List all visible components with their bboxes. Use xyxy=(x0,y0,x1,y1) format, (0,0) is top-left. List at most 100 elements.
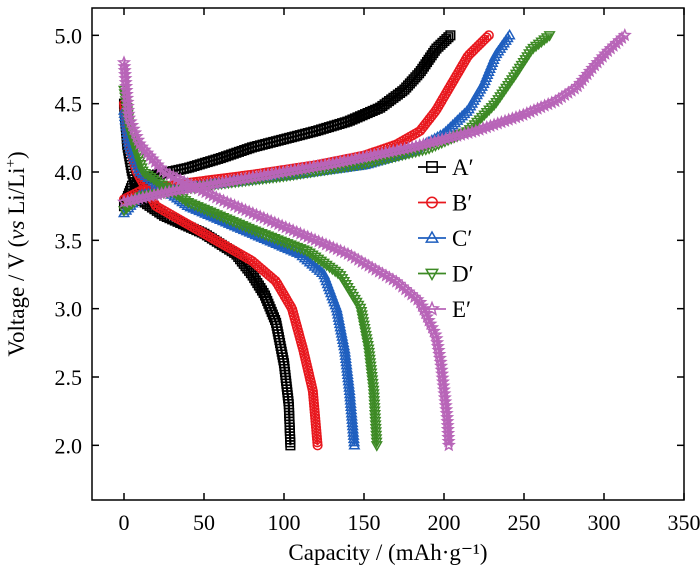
point-marker xyxy=(359,330,372,342)
data-point xyxy=(430,339,445,353)
data-point xyxy=(148,154,163,168)
data-point xyxy=(437,390,452,404)
point-marker xyxy=(228,148,239,159)
point-marker xyxy=(315,266,328,277)
point-marker xyxy=(233,146,245,157)
point-marker xyxy=(436,382,451,396)
data-point xyxy=(215,153,226,164)
data-point xyxy=(437,386,452,400)
data-point xyxy=(298,251,311,263)
data-point xyxy=(228,148,239,159)
point-marker xyxy=(480,107,493,119)
point-marker xyxy=(220,151,232,162)
legend-marker xyxy=(423,300,441,316)
data-point xyxy=(475,112,488,124)
data-point xyxy=(150,157,165,171)
data-point xyxy=(208,210,221,222)
data-point xyxy=(308,260,321,271)
point-marker xyxy=(577,69,592,84)
point-marker xyxy=(153,160,168,174)
data-point xyxy=(362,108,373,119)
data-point xyxy=(150,200,161,211)
data-point xyxy=(213,153,224,164)
data-point xyxy=(220,151,232,162)
data-point xyxy=(342,116,353,127)
legend-marker xyxy=(426,161,438,173)
y-tick-label: 5.0 xyxy=(55,23,83,48)
legend-marker xyxy=(424,230,440,243)
data-point xyxy=(121,106,136,121)
point-marker xyxy=(430,335,445,349)
point-marker xyxy=(473,115,486,127)
data-point xyxy=(357,320,370,332)
point-marker xyxy=(438,398,453,412)
data-point xyxy=(360,334,373,345)
point-marker xyxy=(231,147,242,158)
x-tick-label: 0 xyxy=(119,510,130,535)
data-point xyxy=(231,147,242,158)
data-point xyxy=(223,150,234,161)
data-point xyxy=(370,441,383,452)
data-point xyxy=(433,354,448,369)
y-tick-label: 3.5 xyxy=(55,228,83,253)
legend-item: E′ xyxy=(418,297,471,322)
point-marker xyxy=(236,145,247,157)
point-marker xyxy=(582,63,597,78)
data-point xyxy=(233,146,245,157)
point-marker xyxy=(132,136,147,150)
data-point xyxy=(137,142,152,156)
data-point xyxy=(357,317,370,328)
point-marker xyxy=(218,152,229,163)
data-point xyxy=(473,115,486,127)
data-point xyxy=(361,337,374,349)
y-tick-label: 4.5 xyxy=(55,92,83,117)
point-marker xyxy=(137,142,152,156)
data-point xyxy=(301,253,314,265)
data-point xyxy=(153,160,168,174)
data-point xyxy=(485,103,498,114)
data-point xyxy=(358,324,371,335)
data-point xyxy=(352,112,363,123)
point-marker xyxy=(352,112,363,123)
data-point xyxy=(349,113,361,124)
point-marker xyxy=(360,334,373,345)
data-point xyxy=(577,69,592,84)
data-point xyxy=(285,440,296,451)
data-point xyxy=(142,148,157,162)
data-point xyxy=(429,331,444,345)
y-axis-title: Voltage / V (vs Li/Li+) xyxy=(3,151,29,356)
point-marker xyxy=(570,78,585,93)
point-marker xyxy=(296,249,309,261)
point-marker xyxy=(475,112,488,124)
x-tick-label: 100 xyxy=(268,510,301,535)
point-marker xyxy=(434,358,449,373)
legend: A′ B′ C′ D′ E′ xyxy=(418,155,474,322)
data-point xyxy=(202,208,215,219)
data-point xyxy=(430,335,445,349)
data-point xyxy=(438,394,453,408)
data-point xyxy=(617,27,632,42)
point-marker xyxy=(298,251,311,263)
data-point xyxy=(435,366,450,381)
point-marker xyxy=(355,307,368,318)
data-point xyxy=(270,275,281,286)
legend-label: C′ xyxy=(452,226,472,251)
axes-layer: 0 50 100 150 200 250 300 350 2.0 2.5 3.0 3.5 4.0 4.5 5… xyxy=(55,8,700,535)
point-marker xyxy=(202,208,215,219)
point-marker xyxy=(435,366,450,381)
point-marker xyxy=(432,350,447,365)
data-point xyxy=(480,107,493,119)
data-point xyxy=(359,330,372,342)
point-marker xyxy=(441,433,456,448)
point-marker xyxy=(367,105,378,116)
data-point xyxy=(348,435,361,447)
point-marker xyxy=(359,327,372,339)
point-marker xyxy=(573,75,588,90)
data-point xyxy=(218,152,229,163)
point-marker xyxy=(358,324,371,335)
point-marker xyxy=(360,109,371,120)
series-4 xyxy=(117,31,556,452)
data-point xyxy=(239,145,250,156)
data-point xyxy=(246,227,259,238)
point-marker xyxy=(311,262,324,273)
